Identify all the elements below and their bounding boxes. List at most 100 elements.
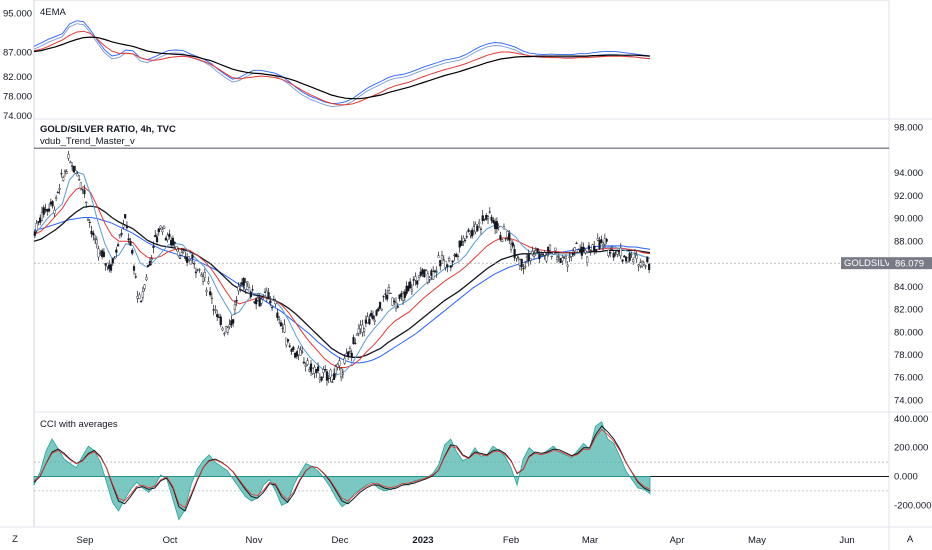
ema-y-axis[interactable]: 95.000 87.000 82.000 78.000 74.000 — [3, 9, 32, 122]
candle-body — [39, 217, 42, 223]
price-tick-label: 88.000 — [894, 236, 923, 247]
candle-body — [430, 270, 433, 276]
candle-body — [617, 251, 621, 253]
last-price-value: 86.079 — [895, 259, 924, 270]
time-axis-label: Sep — [77, 535, 94, 546]
candle-body — [318, 377, 321, 380]
ema-lines — [33, 20, 651, 108]
candle-body — [612, 253, 615, 258]
time-axis-label: Apr — [670, 535, 685, 546]
price-lines — [33, 147, 889, 376]
candle-body — [62, 177, 65, 181]
candle-body — [329, 369, 332, 378]
candle-body — [157, 228, 160, 233]
candle-body — [67, 154, 70, 159]
candle-body — [201, 276, 205, 282]
time-axis-label: Feb — [503, 535, 519, 546]
candle-body — [272, 299, 275, 301]
candle-body — [288, 345, 291, 347]
candle-body — [559, 258, 562, 264]
candle-body — [502, 226, 506, 230]
candle-body — [589, 250, 592, 252]
candle-body — [125, 226, 129, 229]
candle-body — [136, 296, 139, 299]
candle-body — [577, 249, 580, 253]
candle-body — [527, 254, 530, 262]
candle-body — [159, 225, 162, 229]
price-panel[interactable]: GOLD/SILVER RATIO, 4h, TVC vdub_Trend_Ma… — [33, 123, 932, 407]
candle-body — [433, 270, 437, 273]
candle-body — [207, 281, 210, 284]
candle-body — [469, 233, 472, 236]
candle-body — [494, 221, 497, 229]
candle-body — [391, 297, 394, 306]
candle-body — [113, 257, 116, 260]
zoom-corner-button[interactable]: Z — [12, 534, 18, 545]
candle-body — [35, 223, 38, 231]
candle-body — [458, 240, 461, 248]
candle-body — [212, 309, 215, 311]
last-price-badge: GOLDSILVER 86.079 — [34, 257, 932, 270]
candle-body — [389, 292, 392, 294]
candle-body — [131, 250, 134, 254]
candle-body — [488, 211, 491, 213]
candle-body — [51, 201, 54, 207]
candle-body — [557, 256, 560, 258]
candle-body — [357, 328, 360, 334]
candle-body — [184, 256, 187, 259]
candle-body — [286, 339, 290, 342]
candle-body — [95, 239, 98, 245]
candle-body — [635, 254, 638, 259]
candle-body — [177, 251, 180, 256]
cci-y-axis[interactable]: 400.000 200.000 0.000 -200.000 — [894, 414, 932, 511]
candle-body — [352, 336, 355, 345]
auto-scale-button[interactable]: A — [907, 534, 914, 545]
candle-body — [108, 264, 111, 270]
candle-body — [515, 255, 518, 259]
candle-body — [421, 269, 424, 274]
candle-body — [132, 266, 136, 271]
candle-body — [605, 238, 608, 242]
candle-body — [380, 308, 383, 311]
cci-panel[interactable]: CCI with averages 400.000 200.000 0.000 -20… — [33, 414, 932, 521]
candle-body — [396, 306, 399, 308]
candle-body — [536, 248, 539, 253]
candle-body — [74, 170, 77, 174]
candle-body — [405, 285, 408, 294]
candle-body — [375, 310, 378, 316]
candle-body — [472, 226, 475, 231]
candle-body — [147, 264, 150, 267]
candle-body — [529, 258, 532, 261]
candle-body — [255, 298, 258, 305]
ema-tick-label: 78.000 — [3, 92, 32, 103]
candle-body — [317, 366, 320, 372]
cci-tick-label: 0.000 — [894, 471, 918, 482]
candle-body — [180, 252, 183, 256]
candle-body — [633, 253, 637, 255]
ema-panel[interactable]: 4EMA 95.000 87.000 82.000 78.000 74.000 — [3, 7, 651, 122]
candle-body — [40, 212, 44, 221]
candle-body — [378, 301, 382, 309]
candle-body — [233, 304, 237, 310]
candle-body — [550, 255, 553, 257]
candle-body — [253, 301, 256, 303]
time-axis[interactable]: Sep Oct Nov Dec 2023 Feb Mar Apr May Jun — [77, 535, 855, 546]
candle-body — [154, 235, 157, 238]
candle-body — [217, 316, 221, 318]
candle-body — [492, 220, 495, 223]
candle-body — [623, 255, 626, 258]
candle-body — [81, 188, 84, 190]
candle-body — [603, 238, 606, 245]
candle-body — [355, 333, 359, 336]
candle-body — [120, 233, 123, 235]
candle-body — [145, 277, 148, 281]
candle-body — [416, 280, 419, 285]
candle-body — [614, 252, 617, 254]
ema-line-3 — [33, 30, 651, 106]
candle-body — [596, 238, 599, 241]
plot-area-border — [33, 0, 890, 528]
time-axis-label: Mar — [582, 535, 598, 546]
candle-body — [394, 302, 398, 309]
ema-tick-label: 87.000 — [3, 48, 32, 59]
